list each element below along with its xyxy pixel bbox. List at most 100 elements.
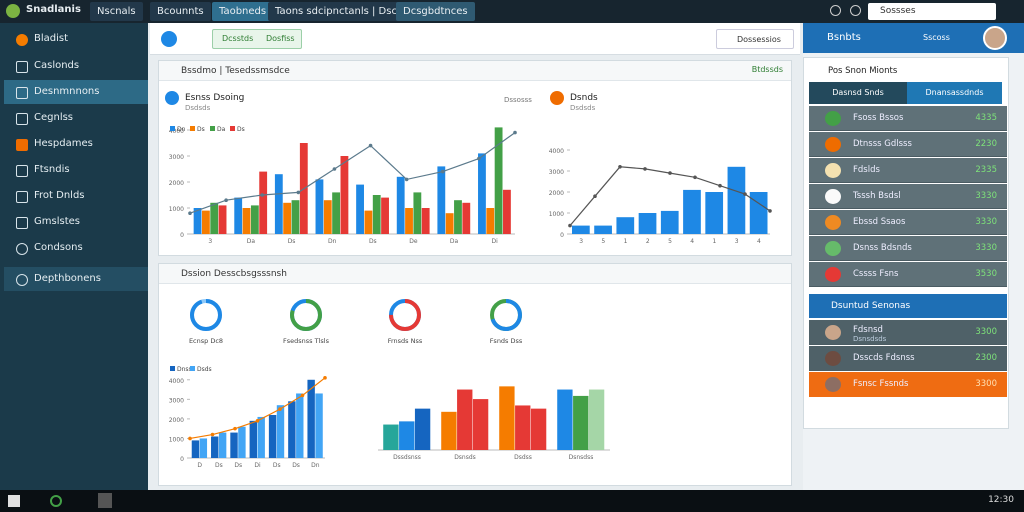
bar [291, 200, 300, 234]
trend-point [323, 376, 327, 380]
start-button[interactable] [8, 495, 20, 507]
add-button[interactable] [161, 31, 177, 47]
nav-item[interactable]: Hespdames [4, 132, 148, 156]
x-tick-label: Da [450, 238, 459, 245]
bar [340, 156, 349, 234]
tab[interactable]: Taons sdcipnctanls | Dscbeds [268, 2, 429, 21]
nav-item[interactable]: Frot Dnlds [4, 184, 148, 208]
chart-icon [550, 91, 564, 105]
nav-item[interactable]: Bladist [4, 27, 148, 51]
bar [383, 424, 399, 450]
row-value: 3300 [975, 379, 997, 389]
avatar[interactable] [983, 26, 1007, 50]
x-tick-label: D [197, 462, 202, 469]
list-row[interactable]: Fsoss Bssos 4335 [809, 106, 1007, 131]
donut-label: Frnsds Nss [388, 337, 423, 345]
bar [413, 192, 422, 234]
bar [364, 210, 373, 234]
trend-point [296, 190, 301, 195]
bar [211, 436, 219, 458]
nav-item[interactable]: Cegnlss [4, 106, 148, 130]
row-value: 2230 [975, 139, 997, 149]
badge: Btdssds [751, 65, 783, 74]
action-button[interactable]: Dossessios [716, 29, 794, 49]
list-row[interactable]: Ebssd Ssaos 3330 [809, 210, 1007, 235]
list-row[interactable]: Fdslds 2335 [809, 158, 1007, 183]
row-name: Dtnsss Gdlsss [853, 139, 912, 149]
list-row[interactable]: Dtnsss Gdlsss 2230 [809, 132, 1007, 157]
row-name: Fsnsc Fssnds [853, 379, 909, 389]
list-tab[interactable]: Dnansassdnds [907, 82, 1002, 104]
list-title: Pos Snon Mionts [828, 66, 898, 76]
trend-point [593, 194, 597, 198]
button[interactable]: Sscoss [923, 33, 950, 42]
trend-point [188, 211, 192, 215]
bar [332, 192, 341, 234]
y-tick-label: 3000 [169, 154, 184, 161]
row-value: 2335 [975, 165, 997, 175]
bar [396, 176, 405, 234]
list-row[interactable]: Dsscds Fdsnss 2300 [809, 346, 1007, 371]
nav-label: Condsons [34, 242, 83, 253]
bar [454, 200, 462, 234]
icon[interactable] [850, 5, 861, 16]
nav-item[interactable]: Condsons [4, 236, 148, 260]
tab-active[interactable]: Taobneds [212, 2, 274, 21]
bar [499, 386, 515, 450]
bar [557, 389, 573, 450]
row-name: Dsscds Fdsnss [853, 353, 915, 363]
search-box[interactable]: Sossses [868, 3, 996, 20]
legend-swatch [210, 126, 215, 131]
tab[interactable]: Nscnals [90, 2, 143, 21]
list-row[interactable]: Fdsnsd Dsnsdsds 3300 [809, 320, 1007, 345]
bar [572, 225, 590, 234]
x-tick-label: Dsdss [514, 454, 532, 461]
icon[interactable] [830, 5, 841, 16]
bar [441, 411, 457, 450]
app-icon[interactable] [50, 495, 62, 507]
bar [372, 195, 381, 234]
list-row[interactable]: Cssss Fsns 3530 [809, 262, 1007, 287]
list-row[interactable]: Tsssh Bsdsl 3330 [809, 184, 1007, 209]
bar [283, 202, 292, 234]
nav-item-active[interactable]: Desnmnnons [4, 80, 148, 104]
bar [323, 200, 332, 234]
bar [238, 426, 246, 458]
legend-label: Dsds [197, 366, 212, 373]
nav-item[interactable]: Gmslstes [4, 210, 148, 234]
x-tick-label: Dssdsnss [393, 454, 421, 461]
nav-item[interactable]: Ftsndis [4, 158, 148, 182]
chart-icon [165, 91, 179, 105]
bar [445, 213, 454, 234]
tab[interactable]: Bcounnts [150, 2, 211, 21]
bar [660, 210, 679, 234]
y-tick-label: 0 [180, 232, 184, 239]
donut-label: Ecnsp Dc8 [189, 337, 223, 345]
y-tick-label: 4000 [169, 128, 184, 135]
row-value: 3530 [975, 269, 997, 279]
trend-point [255, 419, 260, 423]
button[interactable]: Dcsstds [222, 34, 254, 43]
nav-label: Depthbonens [34, 273, 101, 284]
y-tick-label: 1000 [169, 206, 184, 213]
nav-item[interactable]: Depthbonens [4, 267, 148, 291]
trend-point [743, 192, 747, 196]
sidebar: Bladist Caslonds Desnmnnons Cegnlss Hesp… [0, 23, 148, 490]
list-row[interactable]: Dsnss Bdsnds 3330 [809, 236, 1007, 261]
bar [414, 408, 431, 450]
app-icon[interactable] [98, 493, 112, 508]
taskbar: 12:30 [0, 490, 1024, 512]
trend-point [210, 432, 215, 437]
tab[interactable]: Dcsgbdtnces [396, 2, 475, 21]
row-value: 3330 [975, 243, 997, 253]
bar [210, 202, 219, 234]
x-tick-label: De [409, 238, 418, 245]
button[interactable]: Dosfiss [266, 34, 295, 43]
list-tab[interactable]: Dasnsd Snds [809, 82, 907, 104]
donut-arc [389, 299, 421, 331]
legend-label: Dn [177, 126, 186, 133]
bar [356, 184, 364, 234]
list-row-selected[interactable]: Fsnsc Fssnds 3300 [809, 372, 1007, 397]
nav-item[interactable]: Caslonds [4, 54, 148, 78]
row-name: Cssss Fsns [853, 269, 899, 279]
